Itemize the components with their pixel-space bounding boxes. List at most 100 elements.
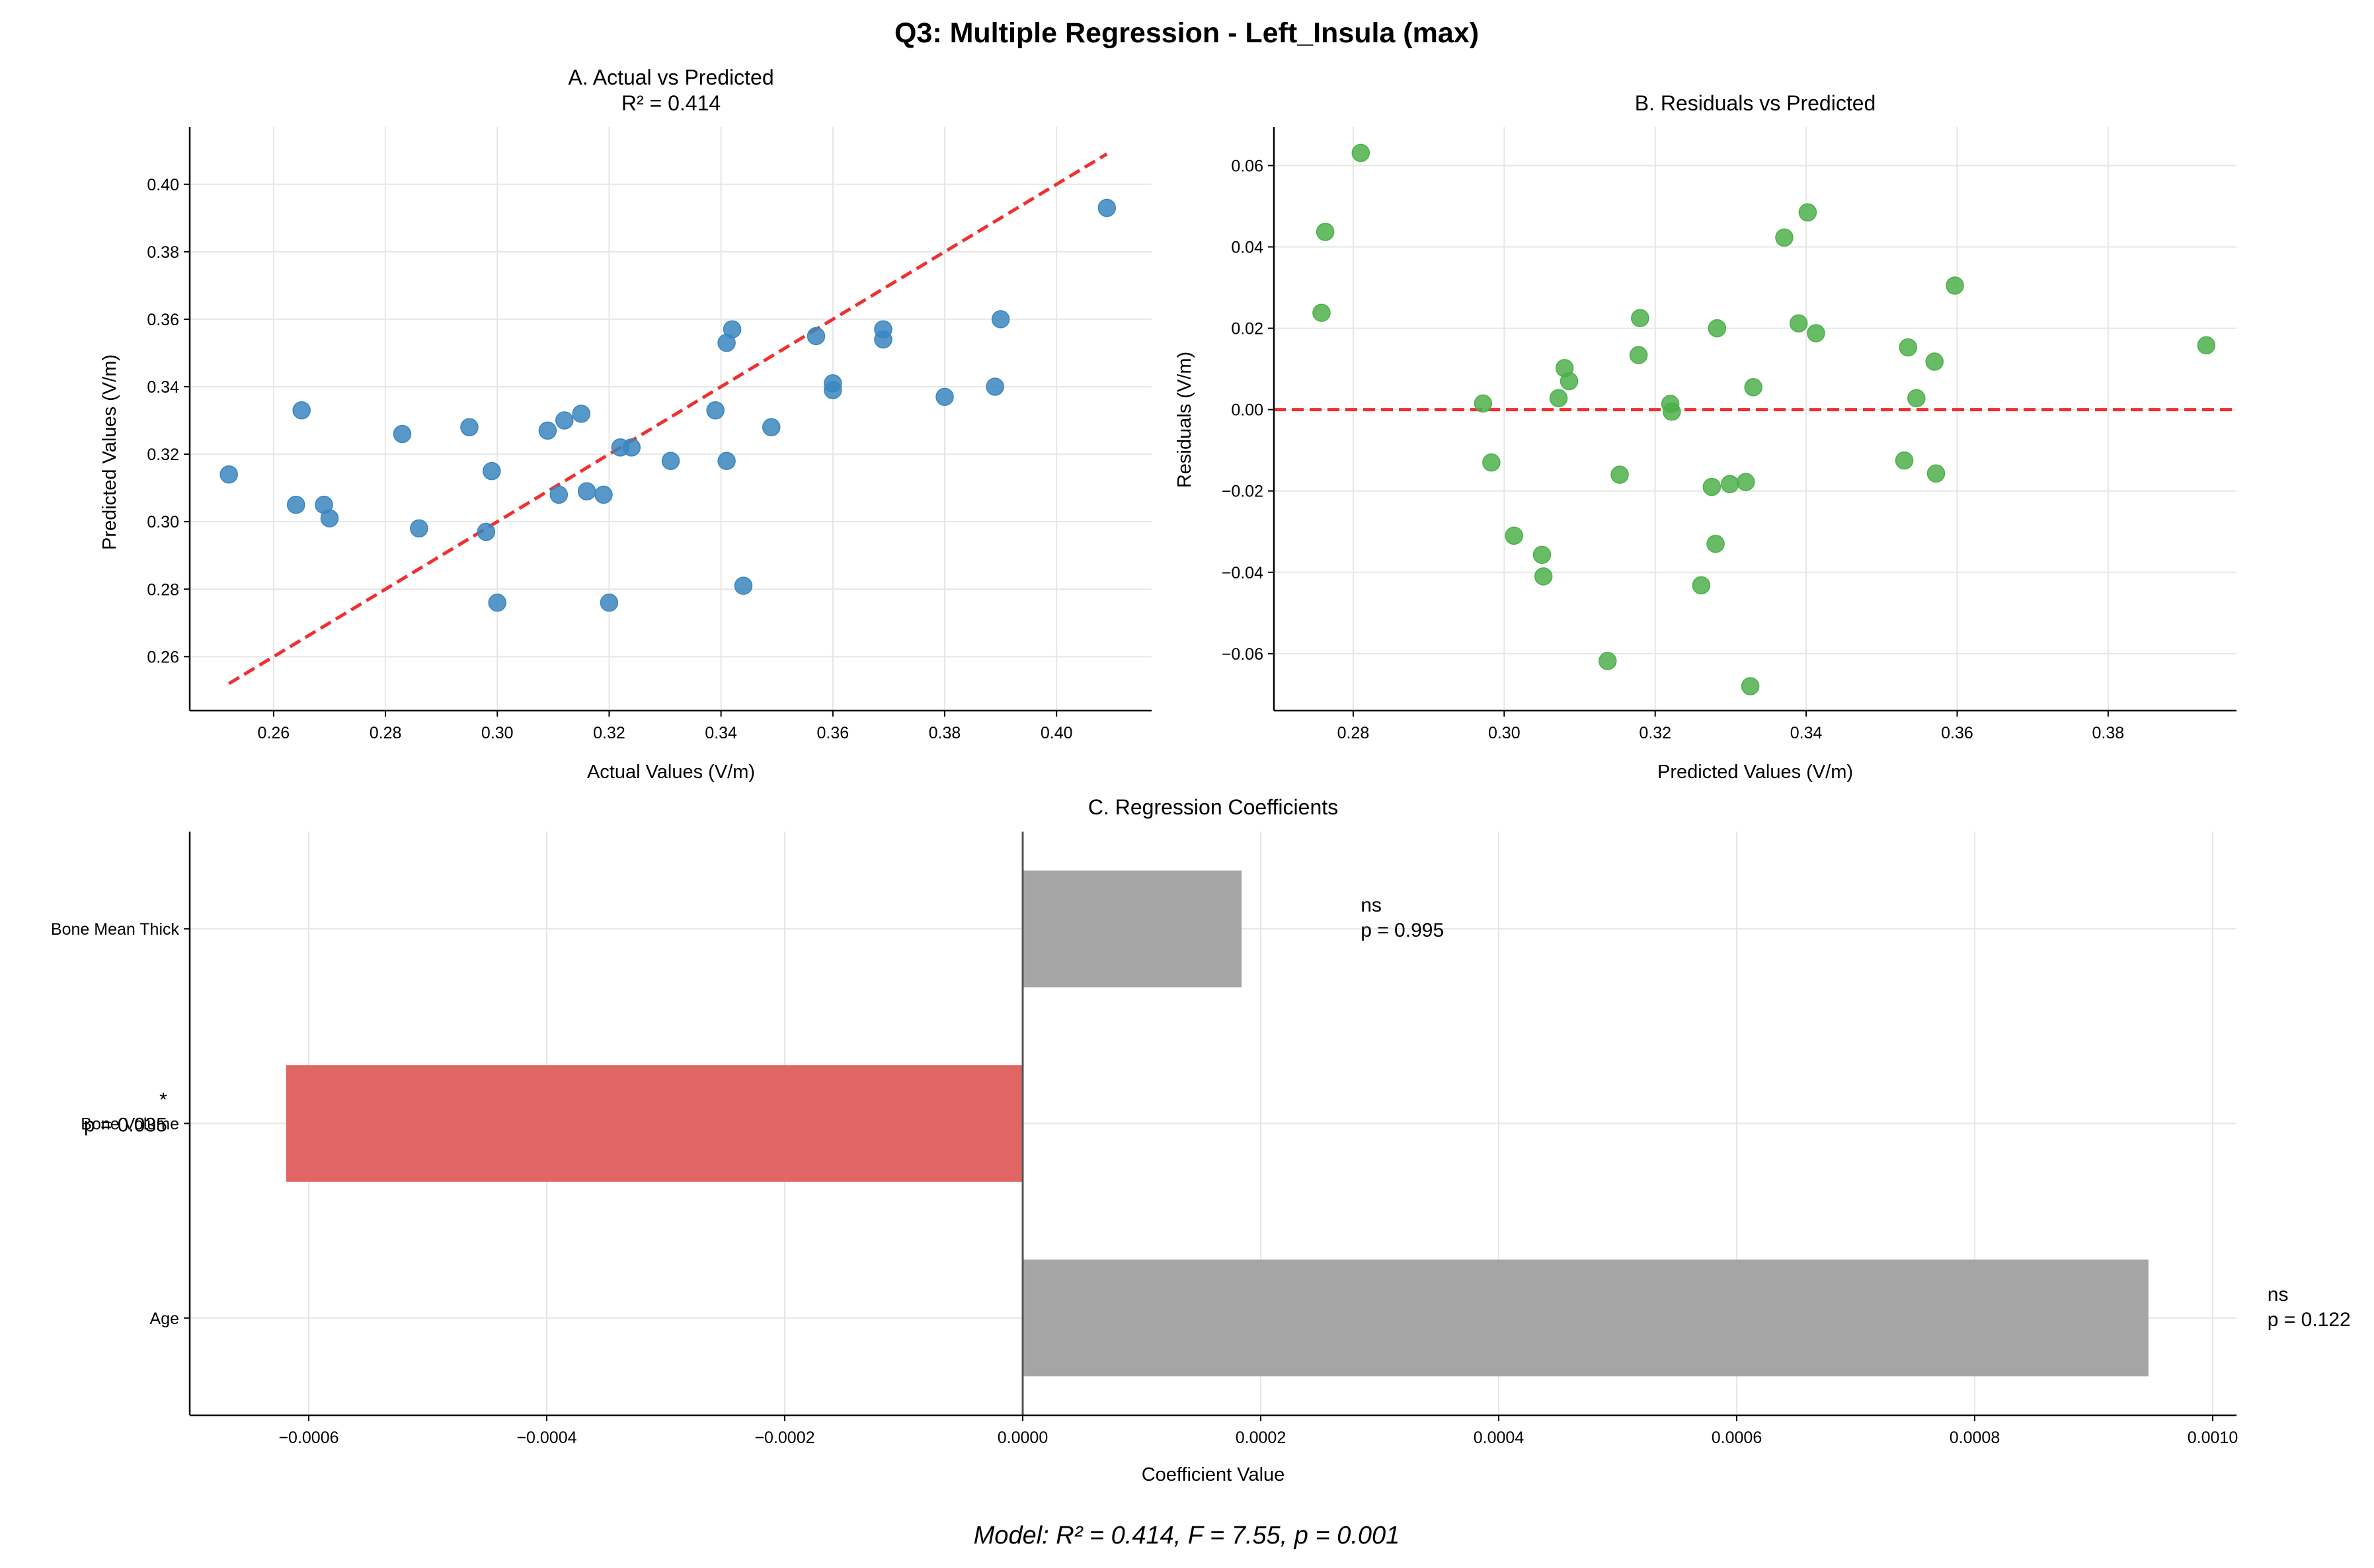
panel-b-data-point — [1895, 451, 1914, 470]
panel-a-data-point — [874, 330, 892, 349]
panel-b-x-tick-label: 0.38 — [2092, 724, 2125, 742]
panel-b-y-tick-label: 0.00 — [1231, 401, 1263, 420]
panel-b-residuals-vs-predicted: B. Residuals vs Predicted Predicted Valu… — [1174, 91, 2236, 783]
panel-b-y-tick-label: 0.04 — [1231, 239, 1263, 257]
panel-b-data-point — [1907, 389, 1926, 408]
panel-b-data-point — [1744, 378, 1762, 397]
panel-c-p-value-label: p = 0.122 — [2268, 1309, 2351, 1331]
panel-a-data-point — [460, 418, 479, 437]
panel-c-category-label: Bone Volume — [81, 1115, 179, 1134]
panel-a-actual-vs-predicted: A. Actual vs Predicted R² = 0.414 Actual… — [99, 65, 1152, 783]
panel-b-data-point — [1720, 475, 1739, 494]
panel-a-x-tick-label: 0.30 — [481, 724, 514, 742]
panel-b-data-point — [1736, 473, 1755, 491]
panel-c-x-tick-label: 0.0004 — [1474, 1429, 1524, 1447]
panel-a-y-tick-label: 0.36 — [147, 311, 179, 329]
panel-b-data-point — [1631, 309, 1649, 327]
panel-a-data-point — [807, 327, 826, 346]
panel-a-data-point — [594, 485, 613, 504]
panel-c-x-tick-label: 0.0008 — [1950, 1429, 2000, 1447]
panel-b-x-tick-label: 0.32 — [1639, 724, 1671, 742]
panel-b-data-point — [1474, 394, 1493, 413]
panel-c-significance-label: ns — [2268, 1284, 2289, 1306]
panel-b-data-point — [1692, 576, 1711, 595]
panel-a-x-tick-label: 0.38 — [929, 724, 961, 742]
panel-b-data-point — [1312, 303, 1331, 322]
panel-a-data-point — [483, 461, 501, 481]
panel-c-coefficient-bar — [286, 1065, 1023, 1182]
figure-title: Q3: Multiple Regression - Left_Insula (m… — [894, 17, 1479, 49]
panel-a-y-tick-label: 0.30 — [147, 513, 179, 531]
panel-a-x-tick-label: 0.36 — [816, 724, 849, 742]
panel-a-data-point — [734, 576, 753, 595]
panel-b-x-tick-label: 0.28 — [1337, 724, 1370, 742]
panel-a-y-tick-label: 0.32 — [147, 446, 179, 464]
panel-a-data-point — [1097, 198, 1117, 217]
panel-c-coefficient-bar — [1023, 1259, 2149, 1377]
panel-a-data-point — [286, 495, 305, 514]
panel-a-x-tick-label: 0.32 — [593, 724, 625, 742]
panel-c-category-label: Bone Mean Thick — [51, 920, 180, 939]
panel-a-y-axis-label: Predicted Values (V/m) — [99, 354, 120, 550]
panel-c-x-tick-label: −0.0002 — [754, 1429, 814, 1447]
panel-a-data-point — [762, 418, 781, 437]
panel-b-data-point — [1925, 352, 1944, 371]
panel-a-title: A. Actual vs Predicted — [568, 65, 773, 89]
panel-a-y-tick-label: 0.34 — [147, 378, 179, 397]
panel-a-data-point — [622, 438, 641, 457]
panel-b-data-point — [1351, 143, 1370, 163]
panel-b-y-tick-label: −0.06 — [1222, 645, 1263, 664]
panel-c-significance-label: ns — [1361, 894, 1382, 916]
panel-a-x-tick-label: 0.34 — [705, 724, 737, 742]
panel-c-x-tick-label: −0.0006 — [278, 1429, 338, 1447]
panel-a-data-point — [824, 381, 842, 399]
panel-c-x-tick-label: −0.0004 — [516, 1429, 576, 1447]
panel-c-x-tick-label: 0.0006 — [1712, 1429, 1762, 1447]
panel-b-data-point — [1899, 338, 1917, 357]
panel-b-data-point — [1789, 314, 1808, 333]
panel-b-x-tick-label: 0.34 — [1790, 724, 1823, 742]
panel-c-p-value-label: p = 0.035 — [84, 1115, 167, 1136]
panel-a-x-tick-label: 0.40 — [1041, 724, 1073, 742]
panel-a-data-point — [706, 401, 725, 420]
panel-b-data-point — [1663, 402, 1681, 421]
panel-b-data-point — [1706, 534, 1725, 553]
panel-a-x-tick-label: 0.28 — [370, 724, 402, 742]
panel-b-y-axis-label: Residuals (V/m) — [1174, 352, 1195, 488]
panel-a-data-point — [991, 310, 1010, 329]
panel-c-x-tick-label: 0.0002 — [1236, 1429, 1286, 1447]
panel-b-data-point — [1549, 389, 1568, 408]
panel-a-x-tick-label: 0.26 — [258, 724, 290, 742]
panel-a-reference-line — [227, 152, 1108, 686]
panel-a-data-point — [292, 401, 311, 420]
panel-b-y-tick-label: −0.04 — [1222, 564, 1263, 582]
panel-b-data-point — [1741, 677, 1760, 695]
panel-b-data-point — [1926, 464, 1946, 483]
panel-b-data-point — [1798, 203, 1817, 221]
panel-b-x-tick-label: 0.36 — [1941, 724, 1973, 742]
panel-c-significance-label: * — [159, 1089, 167, 1111]
panel-b-data-point — [1482, 453, 1501, 472]
panel-b-data-point — [1629, 346, 1648, 364]
panel-b-data-point — [1532, 545, 1552, 565]
panel-b-data-point — [1560, 372, 1579, 391]
panel-b-data-point — [1946, 276, 1964, 295]
panel-a-y-tick-label: 0.38 — [147, 243, 179, 262]
panel-c-p-value-label: p = 0.995 — [1361, 920, 1444, 941]
panel-a-data-point — [488, 593, 507, 612]
panel-c-x-tick-label: 0.0010 — [2188, 1429, 2238, 1447]
panel-c-title: C. Regression Coefficients — [1088, 795, 1338, 819]
panel-b-y-tick-label: 0.02 — [1231, 320, 1263, 338]
panel-a-subtitle: R² = 0.414 — [621, 91, 721, 115]
panel-b-title: B. Residuals vs Predicted — [1635, 91, 1876, 115]
panel-b-data-point — [1708, 319, 1727, 338]
panel-b-data-point — [1598, 652, 1617, 670]
panel-b-data-point — [1505, 526, 1523, 545]
panel-a-data-point — [577, 482, 596, 500]
panel-a-data-point — [986, 377, 1004, 396]
panel-b-x-tick-label: 0.30 — [1488, 724, 1521, 742]
panel-b-data-point — [1702, 477, 1721, 496]
panel-a-data-point — [555, 411, 574, 430]
panel-a-y-tick-label: 0.26 — [147, 648, 179, 666]
